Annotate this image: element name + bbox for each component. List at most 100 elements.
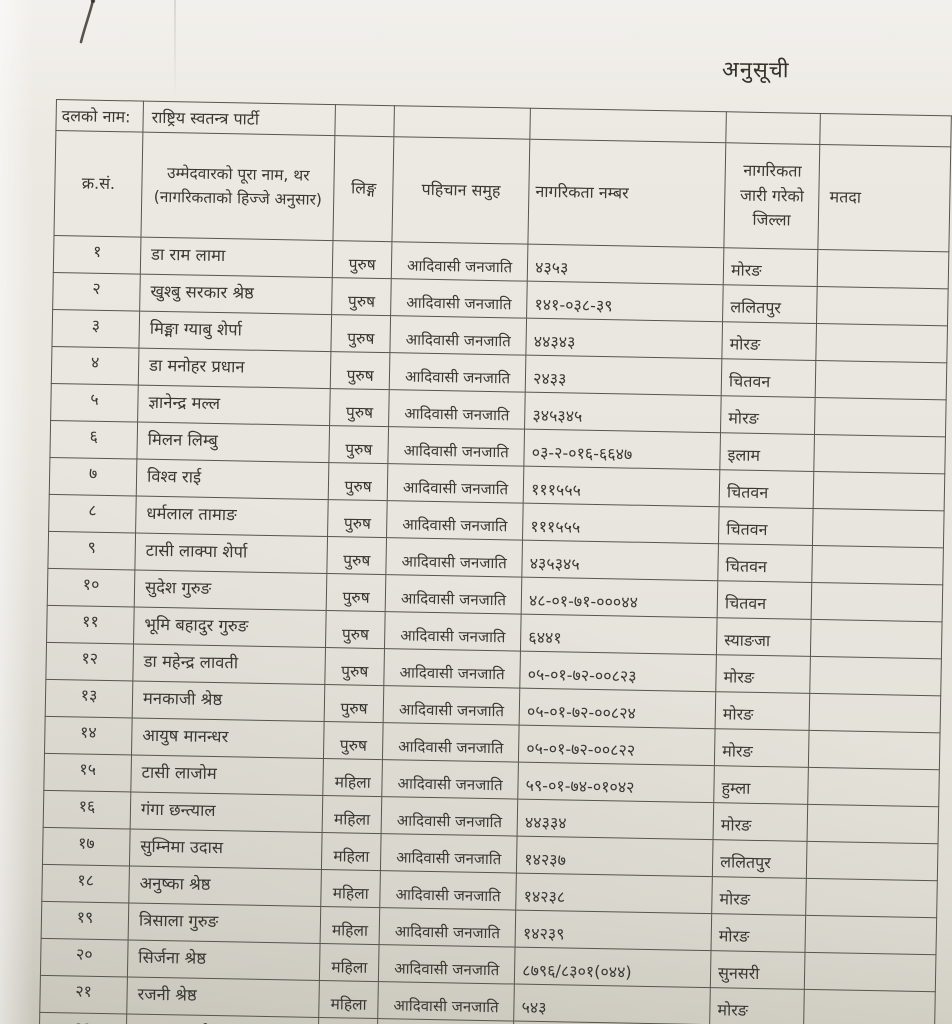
gender-cell: पुरुष	[325, 647, 385, 686]
citizenship-number-cell: ८७९६/८३०१(०४४)	[514, 947, 712, 988]
voter-cell	[815, 360, 947, 400]
gender-cell: पुरुष	[327, 536, 387, 575]
district-cell: मोरङ	[714, 728, 810, 768]
candidate-name-cell: विश्व राई	[136, 459, 330, 500]
citizenship-number-cell: ४३५३४५	[521, 540, 719, 581]
serial-cell: ९	[47, 531, 136, 571]
serial-cell: २२	[39, 1012, 127, 1024]
district-cell: मोरङ	[709, 987, 805, 1024]
voter-cell	[809, 693, 941, 733]
serial-cell: १९	[41, 901, 129, 940]
empty-cell	[820, 113, 952, 147]
serial-cell: ११	[46, 605, 135, 645]
voter-cell	[812, 508, 945, 548]
district-cell: हुम्ला	[713, 765, 809, 805]
header-serial: क्र.सं.	[53, 130, 143, 238]
candidate-name-cell: सुम्निमा उदास	[129, 828, 323, 870]
gender-cell: पुरुष	[329, 425, 389, 464]
voter-cell	[810, 656, 942, 696]
gender-cell: महिला	[321, 832, 382, 871]
header-name-line2: (नागरिकताको हिज्जे अनुसार)	[153, 187, 323, 209]
gender-cell: महिला	[323, 758, 383, 797]
candidate-name-cell: भूमि बहादुर गुरुङ	[133, 607, 327, 648]
serial-cell: २१	[39, 975, 128, 1014]
gender-cell: महिला	[320, 906, 380, 945]
voter-cell	[812, 545, 944, 585]
header-gender: लिङ्ग	[333, 135, 394, 242]
serial-cell: ७	[49, 457, 137, 497]
gender-cell: महिला	[318, 1017, 378, 1024]
empty-cell	[529, 108, 727, 143]
district-cell: चितवन	[719, 469, 815, 509]
district-cell: मोरङ	[715, 691, 811, 731]
header-identity-group: पहिचान समुह	[392, 136, 530, 245]
header-district-line3: जिल्ला	[752, 210, 791, 230]
voter-cell	[803, 989, 936, 1024]
district-cell: मोरङ	[715, 654, 811, 694]
serial-cell: १७	[42, 827, 131, 866]
identity-group-cell: आदिवासी जनजाति	[380, 833, 518, 874]
header-row: क्र.सं. उम्मेदवारको पूरा नाम, थर (नागरिक…	[53, 130, 951, 252]
voter-cell	[804, 952, 936, 992]
serial-cell: २०	[40, 938, 129, 977]
voter-cell	[805, 915, 937, 955]
serial-cell: १६	[43, 790, 131, 829]
gender-cell: महिला	[321, 869, 381, 908]
citizenship-number-cell: १११५५५	[522, 503, 720, 544]
district-cell: चितवन	[721, 358, 817, 398]
citizenship-number-cell: ०५-०१-७२-००८२२	[518, 725, 716, 766]
candidate-name-cell: टासी लाक्पा शेर्पा	[134, 533, 328, 574]
party-name-cell: राष्ट्रिय स्वतन्त्र पार्टी	[142, 101, 336, 136]
district-cell: चितवन	[717, 543, 813, 583]
serial-cell: ६	[49, 420, 138, 460]
district-cell: मोरङ	[711, 913, 806, 953]
party-label-cell: दलको नाम:	[55, 99, 144, 133]
gender-cell: पुरुष	[323, 721, 384, 760]
identity-group-cell: आदिवासी जनजाति	[383, 685, 520, 726]
header-voter-partial: मतदा	[818, 144, 951, 252]
district-cell: चितवन	[717, 580, 813, 620]
identity-group-cell: आदिवासी जनजाति	[381, 759, 519, 800]
candidate-name-cell: त्रिसाला गुरुङ	[128, 902, 322, 944]
identity-group-cell: आदिवासी जनजाति	[387, 426, 525, 467]
gender-cell: महिला	[319, 980, 379, 1019]
candidate-name-cell: डा महेन्द्र लावती	[132, 644, 326, 685]
district-cell: मोरङ	[720, 395, 816, 435]
citizenship-number-cell: ४४३४३	[526, 318, 723, 359]
voter-cell	[808, 730, 941, 770]
citizenship-number-cell: २४३३	[525, 355, 722, 396]
empty-cell	[725, 111, 821, 145]
voter-cell	[817, 249, 949, 289]
serial-cell: ४	[51, 346, 139, 386]
voter-cell	[810, 619, 943, 659]
serial-cell: ८	[48, 494, 137, 534]
voter-cell	[813, 471, 945, 511]
citizenship-number-cell: ०३-२-०१६-६६४७	[523, 429, 721, 470]
gender-cell: पुरुष	[325, 610, 386, 649]
citizenship-number-cell: १४२३७	[516, 836, 714, 877]
identity-group-cell: आदिवासी जनजाति	[382, 722, 520, 763]
voter-cell	[807, 804, 939, 844]
header-candidate-name: उम्मेदवारको पूरा नाम, थर (नागरिकताको हिज…	[140, 132, 336, 241]
gender-cell: पुरुष	[331, 314, 391, 353]
identity-group-cell: आदिवासी जनजाति	[385, 574, 522, 615]
citizenship-number-cell: ०५-०१-७२-००८२४	[519, 688, 716, 729]
identity-group-cell: आदिवासी जनजाति	[379, 870, 517, 911]
serial-cell: २	[52, 272, 141, 312]
voter-cell	[805, 878, 938, 918]
candidate-name-cell: आयुष मानन्धर	[131, 717, 325, 759]
candidate-name-cell: ज्ञानेन्द्र मल्ल	[137, 385, 331, 426]
district-cell: मोरङ	[713, 802, 808, 842]
identity-group-cell: आदिवासी जनजाति	[385, 537, 523, 578]
candidate-list-table: दलको नाम: राष्ट्रिय स्वतन्त्र पार्टी क्र…	[38, 99, 952, 1024]
citizenship-number-cell: १४२३९	[515, 910, 712, 951]
candidate-name-cell: धर्मलाल तामाङ	[135, 496, 329, 537]
candidate-name-cell: गंगा छन्त्याल	[130, 791, 324, 833]
empty-cell	[335, 104, 395, 137]
candidate-table: दलको नाम: राष्ट्रिय स्वतन्त्र पार्टी क्र…	[38, 99, 952, 1024]
gender-cell: महिला	[319, 943, 380, 982]
header-district-line2: जारी गरेको	[739, 185, 805, 206]
voter-cell	[811, 582, 943, 622]
citizenship-number-cell: ४८-०१-७१-०००४४	[521, 577, 718, 618]
gender-cell: पुरुष	[329, 388, 390, 427]
